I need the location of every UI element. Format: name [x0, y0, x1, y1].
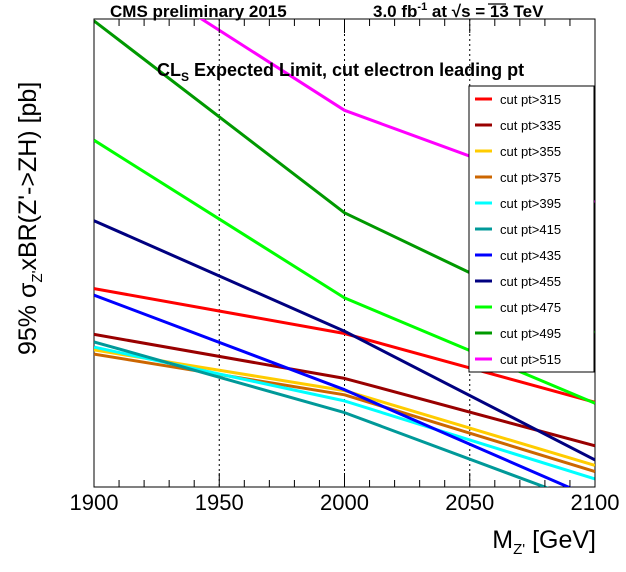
x-tick-labels: 1900 1950 2000 2050 2100 [70, 490, 620, 515]
x-tick-label-1900: 1900 [70, 490, 119, 515]
x-tick-label-1950: 1950 [195, 490, 244, 515]
legend-label-5: cut pt>395 [500, 196, 561, 211]
legend-label-8: cut pt>455 [500, 274, 561, 289]
x-tick-label-2100: 2100 [571, 490, 620, 515]
x-axis-label: MZ' [GeV] [492, 526, 596, 558]
chart-annotation: CLS Expected Limit, cut electron leading… [157, 60, 524, 84]
legend-label-11: cut pt>515 [500, 352, 561, 367]
x-tick-label-2050: 2050 [445, 490, 494, 515]
legend-label-10: cut pt>495 [500, 326, 561, 341]
x-tick-label-2000: 2000 [320, 490, 369, 515]
legend-label-4: cut pt>375 [500, 170, 561, 185]
y-axis-label: 95% σZ'xBR(Z'->ZH) [pb] [14, 82, 46, 355]
legend-label-3: cut pt>355 [500, 144, 561, 159]
header-right: 3.0 fb-1 at √s = 13 TeV [373, 1, 544, 21]
legend-label-1: cut pt>315 [500, 92, 561, 107]
legend-label-7: cut pt>435 [500, 248, 561, 263]
legend-label-2: cut pt>335 [500, 118, 561, 133]
legend-label-9: cut pt>475 [500, 300, 561, 315]
header-left: CMS preliminary 2015 [110, 2, 287, 21]
legend-label-6: cut pt>415 [500, 222, 561, 237]
